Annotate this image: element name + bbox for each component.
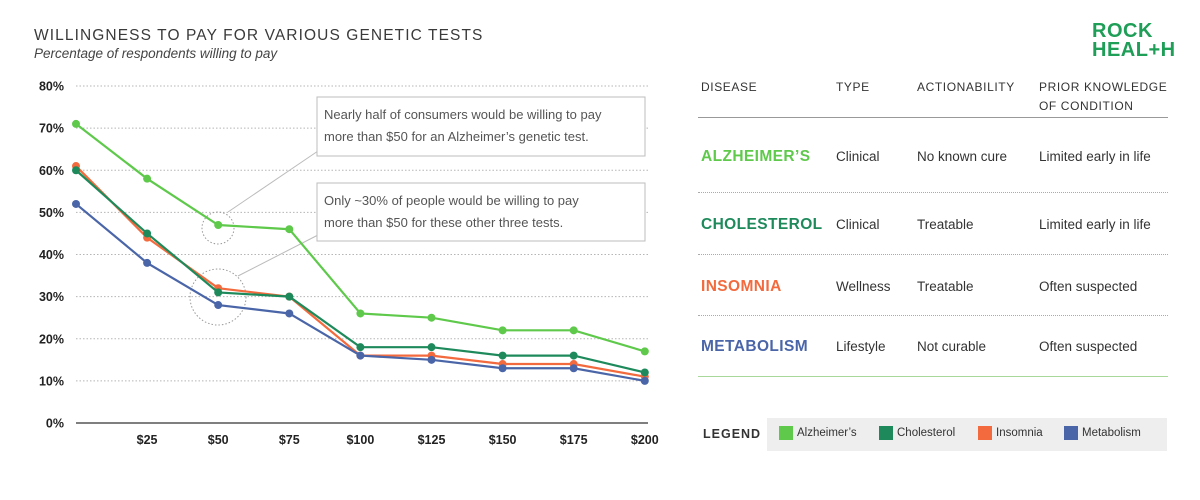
action-alzheimers: No known cure [917,149,1008,164]
row-divider [698,192,1168,193]
disease-metabolism: METABOLISM [701,338,809,355]
data-point-alzheimers [214,221,223,230]
y-tick-label: 20% [39,332,64,346]
data-point-alzheimers [285,225,294,234]
chart-title: WILLINGNESS TO PAY FOR VARIOUS GENETIC T… [34,27,484,44]
data-point-metabolism [498,364,507,373]
y-tick-label: 70% [39,122,64,136]
chart-subtitle: Percentage of respondents willing to pay [34,46,278,61]
data-point-cholesterol [285,292,294,301]
x-tick-label: $175 [560,433,588,447]
disease-insomnia: INSOMNIA [701,278,782,295]
data-point-metabolism [640,376,649,385]
disease-cholesterol: CHOLESTEROL [701,216,823,233]
data-point-cholesterol [143,229,152,238]
action-metabolism: Not curable [917,339,987,354]
line-chart: 0% 10% 20% 30% 40% 50% 60% 70% 80% $25 $50 $75 $100 $… [39,80,659,448]
x-tick-label: $50 [208,433,229,447]
legend-item-alzheimers: Alzheimer’s [779,426,857,440]
data-point-metabolism [285,309,294,318]
data-point-cholesterol [214,288,223,297]
data-point-alzheimers [569,326,578,335]
legend-item-metabolism: Metabolism [1064,426,1141,440]
col-header-type: TYPE [836,80,870,94]
legend-swatch [779,426,793,440]
table-header-divider [698,117,1168,118]
data-point-metabolism [214,301,223,310]
data-point-cholesterol [356,343,365,352]
x-tick-label: $150 [489,433,517,447]
y-tick-label: 60% [39,164,64,178]
type-metabolism: Lifestyle [836,339,886,354]
legend-swatch [1064,426,1078,440]
annotation-box [316,182,646,242]
legend-item-insomnia: Insomnia [978,426,1043,440]
action-cholesterol: Treatable [917,217,974,232]
legend-title: LEGEND [703,427,762,441]
annotation-text: more than $50 for an Alzheimer’s genetic… [324,129,589,144]
data-point-cholesterol [569,351,578,360]
y-tick-label: 80% [39,80,64,94]
data-point-metabolism [427,355,436,364]
type-insomnia: Wellness [836,279,891,294]
annotation-box [316,96,646,157]
x-tick-label: $75 [279,433,300,447]
data-point-cholesterol [640,368,649,377]
data-point-metabolism [72,199,80,208]
callout-circle-alzheimers [201,211,235,245]
callout-leader-line [227,150,319,213]
col-header-actionability: ACTIONABILITY [917,80,1015,94]
data-point-metabolism [569,364,578,373]
action-insomnia: Treatable [917,279,974,294]
disease-alzheimers: ALZHEIMER’S [701,148,811,165]
row-divider [698,315,1168,316]
prior-alzheimers: Limited early in life [1039,149,1151,164]
legend-swatch [879,426,893,440]
legend-box [767,418,1167,451]
data-point-cholesterol [427,343,436,352]
callout-leader-line [237,234,319,277]
logo-line1: ROCK [1092,20,1153,42]
data-point-cholesterol [498,351,507,360]
type-cholesterol: Clinical [836,217,880,232]
data-point-metabolism [356,351,365,360]
y-tick-label: 30% [39,290,64,304]
legend-item-cholesterol: Cholesterol [879,426,955,440]
data-point-alzheimers [640,347,649,356]
row-divider [698,254,1168,255]
annotation-text: Only ~30% of people would be willing to … [324,193,579,208]
y-tick-label: 50% [39,206,64,220]
table-end-divider [698,376,1168,377]
col-header-disease: DISEASE [701,80,758,94]
y-tick-label: 0% [46,417,64,431]
data-point-alzheimers [356,309,365,318]
callout-circle-others [189,268,247,326]
y-tick-label: 40% [39,248,64,262]
x-tick-label: $25 [137,433,158,447]
y-tick-label: 10% [39,374,64,388]
annotation-text: Nearly half of consumers would be willin… [324,107,602,122]
data-point-alzheimers [143,174,152,183]
data-point-metabolism [143,258,152,267]
type-alzheimers: Clinical [836,149,880,164]
x-tick-label: $100 [346,433,374,447]
x-tick-label: $200 [631,433,659,447]
x-tick-label: $125 [418,433,446,447]
rock-health-logo: ROCK HEAL+H [1092,20,1176,61]
prior-insomnia: Often suspected [1039,279,1138,294]
annotation-text: more than $50 for these other three test… [324,215,563,230]
data-point-alzheimers [427,313,436,322]
data-point-alzheimers [72,119,80,128]
prior-cholesterol: Limited early in life [1039,217,1151,232]
data-point-cholesterol [72,166,80,175]
prior-metabolism: Often suspected [1039,339,1138,354]
data-point-alzheimers [498,326,507,335]
logo-line2: HEAL+H [1092,39,1176,61]
col-header-prior-knowledge: PRIOR KNOWLEDGE OF CONDITION [1039,80,1168,113]
legend-swatch [978,426,992,440]
